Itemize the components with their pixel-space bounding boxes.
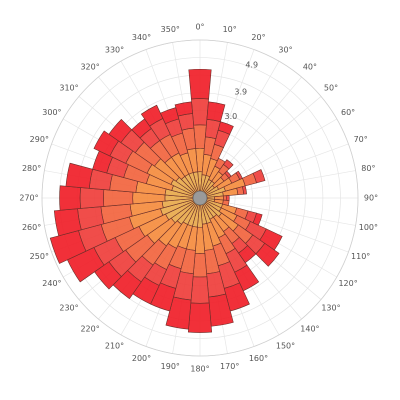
angle-tick-label: 320° [80, 63, 99, 72]
bar-segment-330-layer-5 [140, 104, 164, 127]
center-hub [192, 190, 208, 206]
angle-tick-label: 310° [59, 84, 78, 93]
bars-layer [49, 68, 283, 333]
angle-tick-label: 350° [161, 25, 180, 34]
angle-tick-label: 20° [251, 33, 265, 42]
outer-circle [41, 39, 359, 357]
outer-frame [41, 39, 359, 357]
bar-segment-180-layer-4 [190, 276, 210, 304]
bar-segment-250-layer-5 [49, 230, 87, 264]
bar-segment-90-layer-4 [225, 195, 230, 201]
bar-segment-280-layer-5 [65, 162, 93, 189]
bar-segment-50-layer-4 [224, 170, 232, 179]
bar-segment-10-layer-5 [206, 101, 226, 123]
bar-segment-70-layer-4 [252, 169, 266, 184]
angle-tick-label: 180° [190, 365, 209, 374]
angle-tick-label: 340° [132, 33, 151, 42]
bar-segment-260-layer-5 [53, 208, 82, 237]
angle-tick-label: 240° [42, 279, 61, 288]
bar-segment-310-layer-5 [108, 118, 133, 144]
angle-tick-label: 160° [249, 354, 268, 363]
angle-tick-label: 60° [341, 108, 355, 117]
bar-segment-270-layer-4 [79, 187, 105, 209]
angle-tick-label: 230° [59, 303, 78, 312]
angle-tick-label: 280° [22, 164, 41, 173]
bar-segment-110-layer-5 [252, 212, 263, 226]
bar-segment-100-layer-3 [222, 199, 230, 206]
angle-tick-label: 70° [354, 135, 368, 144]
radial-tick-label: 3.0 [225, 112, 238, 121]
bar-segment-40-layer-4 [223, 159, 234, 170]
bar-segment-300-layer-5 [93, 130, 119, 157]
bar-segment-180-layer-5 [187, 302, 213, 333]
angle-tick-label: 330° [105, 45, 124, 54]
angle-tick-label: 10° [223, 25, 237, 34]
bar-segment-80-layer-4 [242, 185, 247, 195]
angle-tick-label: 270° [19, 194, 38, 203]
bar-segment-350-layer-5 [174, 101, 193, 117]
angle-tick-label: 140° [300, 324, 319, 333]
angle-tick-label: 80° [361, 164, 375, 173]
bar-segment-130-layer-5 [255, 242, 280, 267]
radial-tick-labels: 3.0 3.9 4.9 [225, 61, 259, 122]
center-hub [192, 190, 208, 206]
angle-tick-label: 90° [364, 194, 378, 203]
angle-tick-label: 40° [303, 63, 317, 72]
radial-tick-label: 3.9 [234, 88, 247, 97]
bar-segment-270-layer-5 [59, 185, 81, 211]
angle-tick-label: 220° [80, 324, 99, 333]
bar-segment-180-layer-3 [192, 253, 208, 278]
radial-tick-label: 4.9 [245, 61, 258, 70]
bar-segment-20-layer-5 [217, 121, 234, 135]
angle-tick-label: 100° [359, 223, 378, 232]
angle-tick-label: 170° [220, 362, 239, 371]
bar-segment-140-layer-5 [238, 245, 257, 264]
angle-tick-label: 120° [338, 279, 357, 288]
bar-segment-190-layer-5 [165, 296, 192, 330]
angle-tick-label: 200° [132, 354, 151, 363]
angle-tick-label: 260° [22, 223, 41, 232]
bar-segment-0-layer-5 [188, 68, 212, 100]
angle-tick-label: 150° [276, 342, 295, 351]
angle-tick-label: 110° [351, 252, 370, 261]
angle-tick-label: 0° [195, 23, 204, 32]
angle-tick-label: 210° [105, 342, 124, 351]
angle-tick-label: 290° [30, 135, 49, 144]
angle-tick-label: 250° [30, 252, 49, 261]
angle-tick-label: 30° [278, 45, 292, 54]
angle-tick-label: 130° [321, 303, 340, 312]
angle-tick-labels: 0° 10° 20° 30° 40° 50° 60° 70° 80° 90° 100° 110° 120… [19, 23, 378, 374]
angle-tick-label: 50° [324, 84, 338, 93]
bar-segment-60-layer-4 [235, 170, 243, 180]
bar-segment-90-layer-3 [222, 195, 227, 201]
angle-tick-label: 190° [161, 362, 180, 371]
bar-segment-0-layer-4 [191, 98, 209, 126]
bar-segment-270-layer-3 [103, 189, 134, 207]
angle-tick-label: 300° [42, 108, 61, 117]
